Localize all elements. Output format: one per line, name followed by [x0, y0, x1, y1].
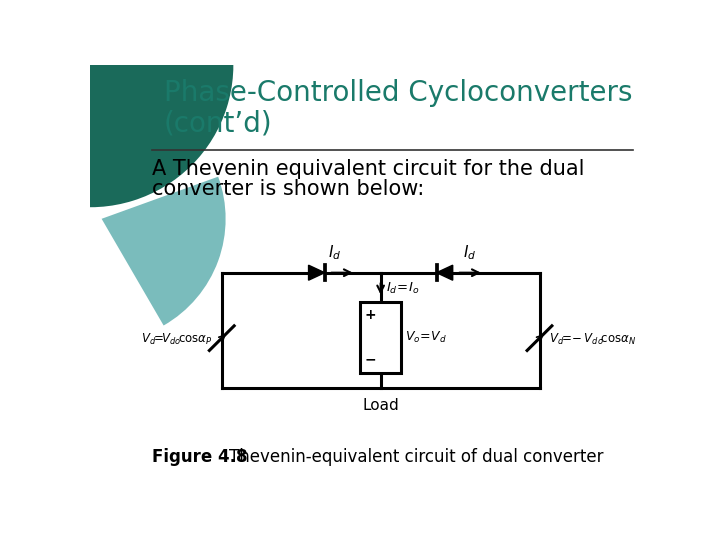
Text: −: −	[364, 353, 376, 367]
Text: +: +	[364, 308, 376, 322]
Polygon shape	[436, 265, 453, 280]
Text: $I_d$: $I_d$	[328, 243, 341, 262]
Text: $V_d\!\!=\!\!-V_{do}\!\cos\!\alpha_N$: $V_d\!\!=\!\!-V_{do}\!\cos\!\alpha_N$	[549, 332, 636, 347]
Bar	[361, 302, 401, 373]
Text: $V_o\!=\!V_d$: $V_o\!=\!V_d$	[405, 330, 446, 345]
Text: $I_d$: $I_d$	[464, 243, 477, 262]
Text: Thevenin-equivalent circuit of dual converter: Thevenin-equivalent circuit of dual conv…	[208, 448, 603, 466]
Text: Phase-Controlled Cycloconverters: Phase-Controlled Cycloconverters	[163, 79, 632, 107]
Text: (cont’d): (cont’d)	[163, 110, 272, 138]
Text: Figure 4.8: Figure 4.8	[152, 448, 248, 466]
Wedge shape	[65, 40, 233, 207]
Text: A Thevenin equivalent circuit for the dual: A Thevenin equivalent circuit for the du…	[152, 159, 585, 179]
Text: $I_d\!=\!I_o$: $I_d\!=\!I_o$	[386, 281, 419, 296]
Polygon shape	[309, 265, 325, 280]
Text: converter is shown below:: converter is shown below:	[152, 179, 424, 199]
Wedge shape	[102, 177, 225, 326]
Text: Load: Load	[362, 398, 399, 413]
Text: $V_d\!\!=\!\!V_{do}\!\cos\!\alpha_P$: $V_d\!\!=\!\!V_{do}\!\cos\!\alpha_P$	[141, 332, 212, 347]
